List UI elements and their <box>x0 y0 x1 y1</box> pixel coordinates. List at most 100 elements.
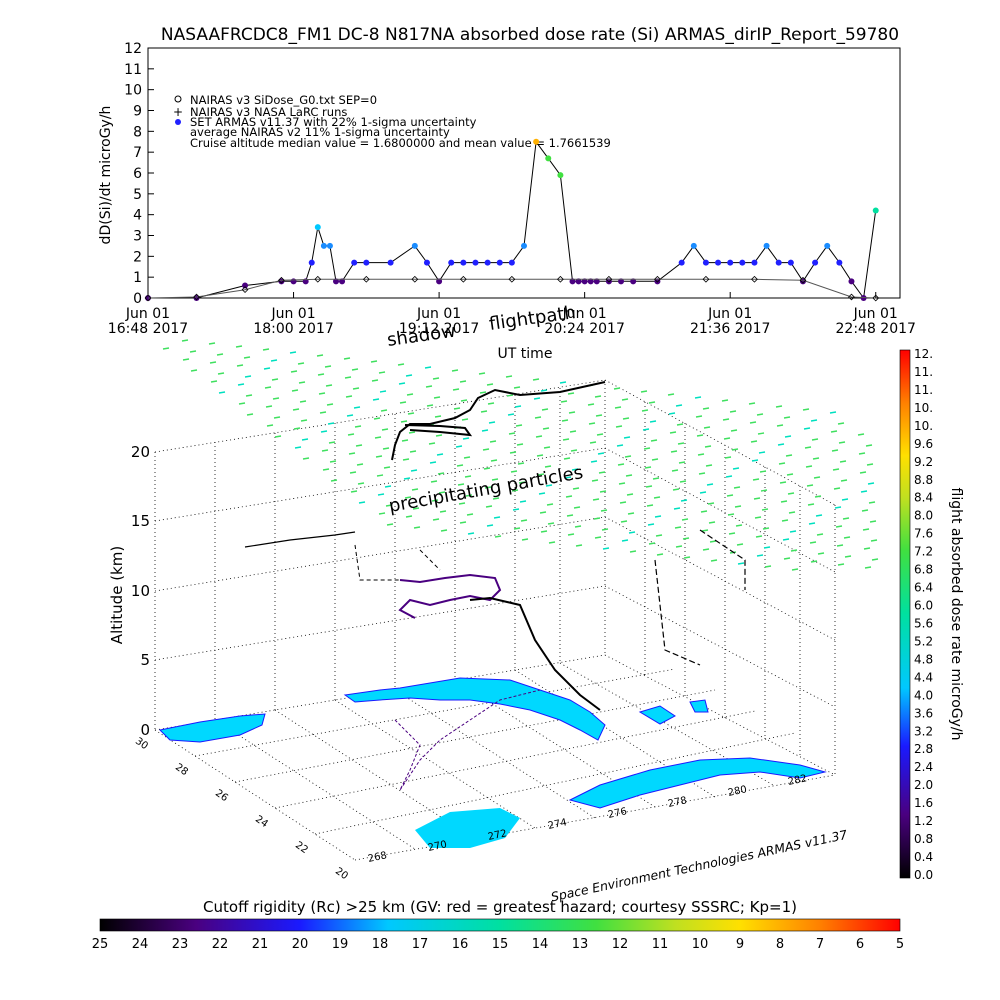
particle-mark <box>398 382 406 385</box>
latitude-tick-label: 22 <box>293 840 310 856</box>
particle-mark <box>835 525 843 528</box>
dose-rate-tick-label: 5.6 <box>914 616 933 630</box>
particle-mark <box>480 410 488 413</box>
data-point <box>333 278 339 285</box>
cutoff-rigidity-tick-label: 15 <box>492 937 509 952</box>
cutoff-rigidity-colorbar-gradient <box>99 918 901 932</box>
particle-mark <box>652 477 660 480</box>
particle-mark <box>788 511 796 514</box>
particle-mark <box>651 458 659 461</box>
particle-mark <box>376 474 384 477</box>
particle-mark <box>263 367 271 370</box>
particle-mark <box>593 517 601 520</box>
data-point <box>472 259 479 266</box>
dose-rate-tick-label: 4.0 <box>914 688 933 702</box>
dose-rate-tick-label: 8.8 <box>914 473 933 487</box>
map-landmass-cuba <box>568 757 827 809</box>
particle-mark <box>732 467 740 470</box>
footer-credit: Space Environment Technologies ARMAS v11… <box>549 827 848 905</box>
particle-mark <box>629 550 637 553</box>
particle-mark <box>764 565 772 568</box>
cutoff-rigidity-colorbar: Cutoff rigidity (Rc) >25 km (GV: red = g… <box>92 898 904 952</box>
particle-mark <box>811 438 819 441</box>
particle-mark <box>575 544 583 547</box>
dose-rate-colorbar-label: flight absorbed dose rate microGy/h <box>948 488 964 741</box>
particle-mark <box>671 469 679 472</box>
particle-mark <box>404 496 412 499</box>
flightpath-high-altitude <box>391 381 606 461</box>
particle-mark <box>514 405 522 408</box>
particle-mark <box>438 491 446 494</box>
particle-mark <box>482 448 490 451</box>
legend-entry-cruise-altitude: Cruise altitude median value = 1.6800000… <box>190 136 611 150</box>
particle-mark <box>433 396 441 399</box>
data-point <box>496 259 503 266</box>
particle-mark <box>534 416 542 419</box>
data-point <box>618 278 625 285</box>
particle-mark <box>533 397 541 400</box>
x-tick-label-date: Jun 01 <box>125 306 170 322</box>
particle-mark <box>860 490 868 493</box>
particle-mark <box>736 543 744 546</box>
particle-mark <box>814 495 822 498</box>
particle-mark <box>490 459 498 462</box>
cutoff-rigidity-tick-label: 14 <box>532 937 549 952</box>
particle-mark <box>863 547 871 550</box>
dose-rate-tick-label: 8.4 <box>914 491 933 505</box>
particle-mark <box>319 411 327 414</box>
dose-rate-tick-label: 2.8 <box>914 742 933 756</box>
particle-mark <box>484 486 492 489</box>
particle-mark <box>405 515 413 518</box>
particle-mark <box>328 441 336 444</box>
particle-mark <box>670 450 678 453</box>
particle-mark <box>646 504 654 507</box>
particle-mark <box>481 429 489 432</box>
cutoff-rigidity-tick-label: 9 <box>736 937 744 952</box>
flightpath-climb-line <box>244 531 356 548</box>
particle-mark <box>562 438 570 441</box>
data-point <box>448 259 455 266</box>
x-tick-label-date: Jun 01 <box>707 306 752 322</box>
dose-rate-tick-label: 4.4 <box>914 670 933 684</box>
map-landmass-florida <box>343 677 606 741</box>
particle-mark <box>371 379 379 382</box>
particle-mark <box>329 460 337 463</box>
particle-mark <box>624 455 632 458</box>
particle-mark <box>455 445 463 448</box>
data-point <box>436 278 443 285</box>
particle-mark <box>871 558 879 561</box>
altitude-tick-label: 15 <box>131 512 150 530</box>
data-point <box>836 259 843 266</box>
particle-mark <box>599 490 607 493</box>
particle-mark <box>407 412 415 415</box>
particle-mark <box>573 506 581 509</box>
flightpath-mid-altitude-segment <box>469 596 601 711</box>
particle-mark <box>399 401 407 404</box>
particle-mark <box>868 501 876 504</box>
cutoff-rigidity-tick-label: 8 <box>776 937 784 952</box>
back-wall-grid <box>154 379 836 861</box>
particle-mark <box>266 424 274 427</box>
y-tick-label: 3 <box>133 229 142 245</box>
y-tick-label: 9 <box>133 104 142 120</box>
particle-mark <box>510 470 518 473</box>
particle-mark <box>815 514 823 517</box>
flightpath-right-shadow <box>654 529 746 666</box>
particle-mark <box>511 489 519 492</box>
particle-mark <box>844 555 852 558</box>
data-point <box>242 282 249 289</box>
particle-mark <box>386 523 394 526</box>
particle-mark <box>508 432 516 435</box>
particle-mark <box>424 366 432 369</box>
particle-mark <box>654 515 662 518</box>
particle-mark <box>802 408 810 411</box>
particle-mark <box>829 411 837 414</box>
dose-rate-tick-label: 3.6 <box>914 706 933 720</box>
particle-mark <box>656 553 664 556</box>
particle-mark <box>190 369 198 372</box>
particle-mark <box>426 404 434 407</box>
particle-mark <box>506 394 514 397</box>
data-point <box>787 259 794 266</box>
particle-mark <box>379 390 387 393</box>
